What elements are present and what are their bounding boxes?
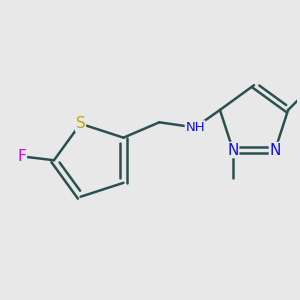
Text: N: N [269, 142, 281, 158]
Text: N: N [227, 142, 239, 158]
Text: NH: NH [185, 121, 205, 134]
Text: S: S [76, 116, 85, 131]
Text: F: F [18, 149, 26, 164]
